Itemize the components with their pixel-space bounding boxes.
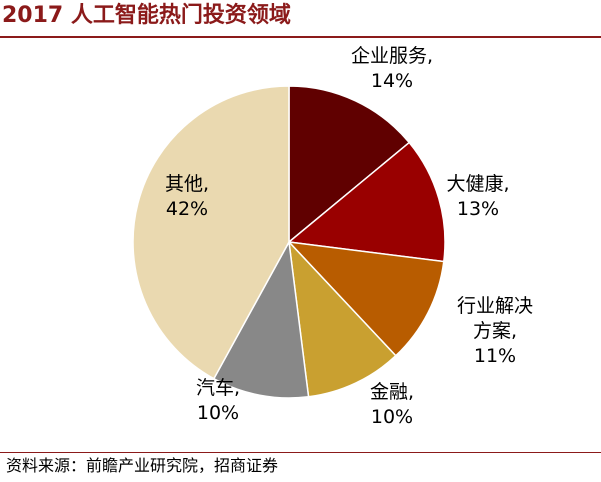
pie-label-line: 企业服务,	[351, 45, 433, 67]
pie-slices	[132, 85, 446, 399]
pie-label-4: 金融, 10%	[370, 381, 414, 428]
pie-label-line: 14%	[371, 70, 413, 92]
pie-label-line: 10%	[371, 406, 413, 428]
pie-slice-3	[287, 240, 445, 357]
pie-label-line: 行业解决	[457, 295, 533, 317]
pie-label-line: 方案,	[473, 320, 517, 342]
pie-slice-1	[288, 85, 411, 244]
pie-label-line: 10%	[197, 402, 239, 424]
pie-label-line: 大健康,	[446, 173, 509, 195]
pie-slice-6	[132, 85, 290, 380]
pie-label-5: 汽车, 10%	[196, 377, 240, 424]
pie-label-line: 金融,	[370, 381, 414, 403]
pie-label-line: 11%	[474, 345, 516, 367]
title-divider	[0, 36, 601, 38]
pie-label-line: 13%	[457, 198, 499, 220]
source-note: 资料来源：前瞻产业研究院，招商证券	[6, 456, 279, 475]
chart-title: 2017 人工智能热门投资领域	[2, 3, 291, 28]
pie-slice-2	[287, 141, 446, 263]
pie-label-line: 其他,	[165, 173, 209, 195]
pie-slice-5	[212, 239, 310, 399]
pie-slice-4	[287, 239, 397, 398]
footer-divider	[0, 452, 601, 453]
pie-label-3: 行业解决方案, 11%	[457, 295, 533, 367]
pie-labels: 企业服务, 14% 大健康, 13% 行业解决方案, 11% 金融, 10% 汽车, 10% 其他,…	[165, 45, 533, 428]
pie-label-line: 汽车,	[196, 377, 240, 399]
pie-label-line: 42%	[166, 198, 208, 220]
pie-label-1: 企业服务, 14%	[351, 45, 433, 92]
pie-label-2: 大健康, 13%	[446, 173, 509, 220]
pie-label-6: 其他, 42%	[165, 173, 209, 220]
